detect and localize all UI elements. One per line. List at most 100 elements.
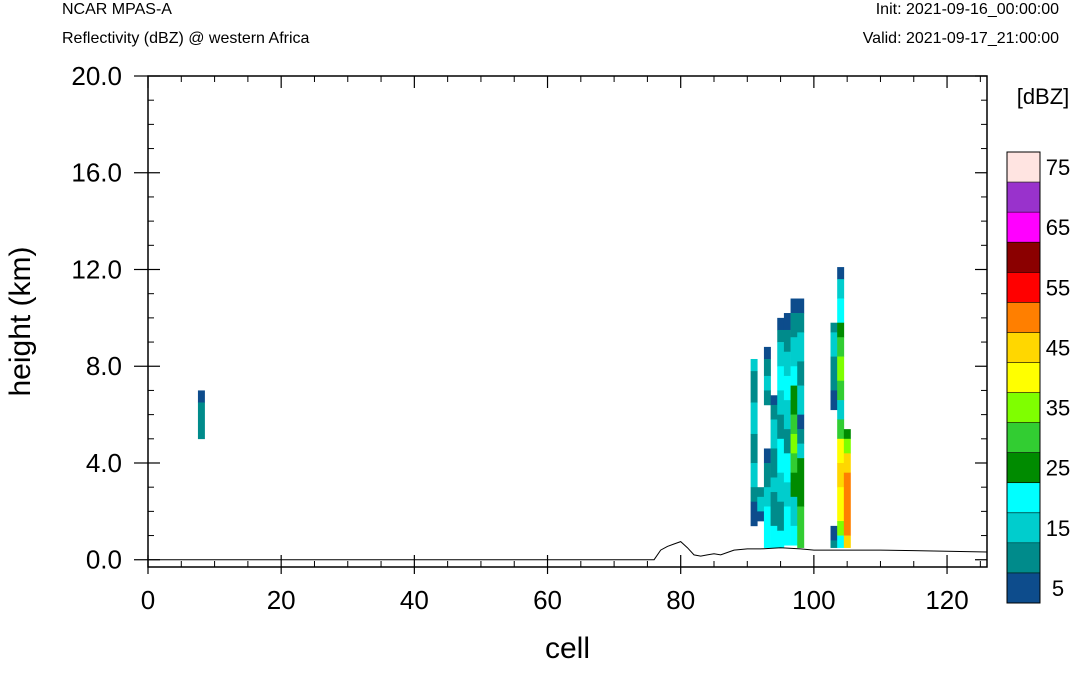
y-tick-label: 20.0 (71, 61, 122, 91)
reflectivity-cell (797, 298, 805, 314)
colorbar-swatch (1007, 332, 1040, 363)
colorbar-swatch (1007, 512, 1040, 544)
reflectivity-cell (837, 463, 845, 488)
reflectivity-cell (763, 375, 771, 391)
reflectivity-cell (783, 506, 791, 546)
reflectivity-cell (830, 525, 838, 541)
x-axis-label: cell (545, 632, 590, 665)
reflectivity-cell (750, 487, 758, 502)
reflectivity-cell (750, 358, 758, 372)
reflectivity-cell (757, 511, 765, 522)
reflectivity-cell (197, 402, 205, 440)
reflectivity-cell (790, 525, 798, 546)
reflectivity-cell (837, 337, 845, 357)
reflectivity-cell (797, 332, 805, 362)
colorbar-swatch (1007, 452, 1040, 484)
reflectivity-cell (797, 443, 805, 459)
reflectivity-cell (790, 366, 798, 386)
reflectivity-cell (790, 453, 798, 473)
reflectivity-cell (750, 371, 758, 403)
reflectivity-cell (783, 375, 791, 401)
reflectivity-cell (790, 385, 798, 415)
reflectivity-cell (763, 448, 771, 464)
init-time: Init: 2021-09-16_00:00:00 (875, 1, 1059, 18)
colorbar-swatch (1007, 422, 1040, 453)
reflectivity-cell (830, 322, 838, 333)
reflectivity-cell (797, 313, 805, 333)
colorbar-label: 45 (1046, 335, 1070, 360)
reflectivity-cell (837, 400, 845, 420)
reflectivity-cell (790, 433, 798, 454)
model-title: NCAR MPAS-A (62, 1, 172, 18)
reflectivity-cell (837, 419, 845, 440)
reflectivity-cell (837, 438, 845, 464)
colorbar-label: 55 (1046, 275, 1070, 300)
reflectivity-cell (843, 438, 851, 454)
reflectivity-cell (777, 390, 785, 415)
reflectivity-cell (837, 322, 845, 338)
x-tick-label: 40 (400, 585, 429, 615)
y-tick-label: 0.0 (86, 545, 122, 575)
reflectivity-cell (777, 530, 785, 548)
colorbar-swatch (1007, 182, 1040, 213)
reflectivity-cell (797, 361, 805, 386)
reflectivity-cell (777, 472, 785, 502)
reflectivity-cell (837, 279, 845, 299)
reflectivity-cell (790, 414, 798, 435)
reflectivity-cell (797, 458, 805, 507)
reflectivity-cell (790, 298, 798, 314)
reflectivity-cell (790, 472, 798, 498)
reflectivity-cell (777, 366, 785, 391)
reflectivity-cell (783, 400, 791, 430)
reflectivity-cell (783, 482, 791, 507)
reflectivity-cell (763, 487, 771, 507)
colorbar-swatch (1007, 572, 1040, 604)
reflectivity-cell (837, 298, 845, 324)
x-tick-label: 100 (792, 585, 835, 615)
reflectivity-cell (777, 501, 785, 532)
plot-frame (147, 75, 988, 568)
colorbar-swatch (1007, 542, 1040, 574)
x-tick-label: 120 (925, 585, 968, 615)
reflectivity-cell (770, 525, 778, 548)
reflectivity-cell (843, 472, 851, 536)
reflectivity-cell (837, 356, 845, 382)
colorbar-swatch (1007, 272, 1040, 303)
colorbar-frame (1006, 151, 1041, 604)
reflectivity-cell (777, 329, 785, 343)
x-tick-label: 20 (267, 585, 296, 615)
colorbar-swatch (1007, 212, 1040, 243)
y-axis-label: height (km) (4, 246, 37, 396)
reflectivity-cell (770, 477, 778, 493)
reflectivity-cell (837, 380, 845, 401)
reflectivity-cell (797, 429, 805, 444)
reflectivity-cell (843, 535, 851, 548)
x-tick-label: 80 (666, 585, 695, 615)
colorbar-swatch (1007, 362, 1040, 393)
y-tick-label: 12.0 (71, 254, 122, 284)
reflectivity-cell (830, 356, 838, 391)
reflectivity-cell (843, 453, 851, 473)
reflectivity-cell (777, 414, 785, 440)
reflectivity-cell (783, 329, 791, 353)
reflectivity-cell (197, 390, 205, 403)
reflectivity-cell (763, 390, 771, 406)
reflectivity-cell (790, 313, 798, 338)
reflectivity-cell (770, 419, 778, 449)
reflectivity-cell (750, 402, 758, 435)
colorbar-label: 15 (1046, 516, 1070, 541)
reflectivity-cell (757, 496, 765, 512)
reflectivity-cell (783, 351, 791, 377)
reflectivity-cell (750, 463, 758, 488)
y-tick-label: 4.0 (86, 448, 122, 478)
y-tick-label: 16.0 (71, 158, 122, 188)
axis-ticks (134, 75, 987, 574)
reflectivity-cell (783, 429, 791, 454)
reflectivity-cell (763, 346, 771, 360)
reflectivity-cell (797, 506, 805, 548)
reflectivity-cell (750, 501, 758, 527)
reflectivity-cell (837, 535, 845, 548)
reflectivity-cell (770, 492, 778, 527)
tick-labels: 0 20 40 60 80 100 120 0.0 4.0 8.0 12.0 16.0 20.0 (71, 61, 968, 615)
reflectivity-cell (763, 463, 771, 488)
